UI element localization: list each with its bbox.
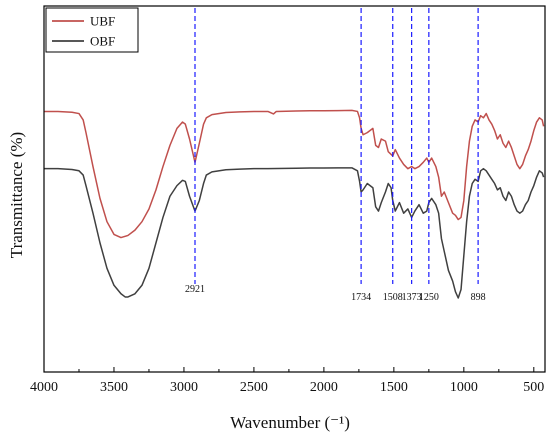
series-line-ubf	[44, 109, 545, 239]
x-tick-label-3000: 3000	[170, 380, 198, 395]
x-axis-title: Wavenumber (⁻¹)	[230, 413, 350, 432]
x-tick-label-1500: 1500	[380, 380, 408, 395]
x-tick-label-1000: 1000	[450, 380, 478, 395]
x-tick-label-2500: 2500	[240, 380, 268, 395]
series-line-obf	[44, 167, 545, 299]
annotation-label-2921: 2921	[185, 284, 205, 295]
annotation-label-898: 898	[471, 292, 486, 303]
legend-label-obf: OBF	[90, 34, 115, 49]
plot-frame	[43, 5, 546, 373]
legend-box	[45, 7, 139, 53]
x-tick-label-4000: 4000	[30, 380, 58, 395]
x-tick-label-2000: 2000	[310, 380, 338, 395]
legend-label-ubf: UBF	[90, 14, 115, 29]
annotation-label-1250: 1250	[419, 292, 439, 303]
annotation-label-1373: 1373	[402, 292, 422, 303]
y-axis-title: Transmittance (%)	[7, 132, 26, 258]
x-tick-label-500: 500	[523, 380, 544, 395]
x-tick-label-3500: 3500	[100, 380, 128, 395]
annotation-label-1508: 1508	[383, 292, 403, 303]
annotation-label-1734: 1734	[351, 292, 371, 303]
